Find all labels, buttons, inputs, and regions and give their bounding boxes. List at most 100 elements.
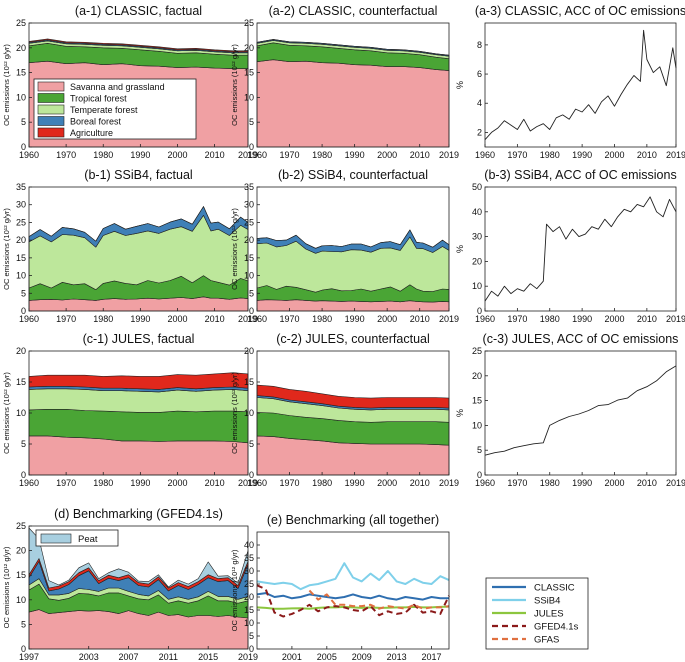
y-tick-label: 40: [472, 207, 482, 217]
x-tick-label: 2010: [205, 478, 225, 488]
x-tick-label: 2019: [238, 150, 258, 160]
y-tick-label: 25: [16, 217, 26, 227]
chart-title: (d) Benchmarking (GFED4.1s): [54, 507, 223, 521]
y-tick-label: 20: [16, 235, 26, 245]
y-tick-label: 15: [16, 377, 26, 387]
x-tick-label: 1980: [93, 478, 113, 488]
x-tick-label: 2007: [119, 652, 139, 662]
y-tick-label: 30: [244, 566, 254, 576]
y-tick-label: 8: [477, 40, 482, 50]
x-tick-label: 1960: [19, 478, 39, 488]
y-tick-label: 5: [21, 439, 26, 449]
x-tick-label: 2000: [377, 150, 397, 160]
chart-title: (a-2) CLASSIC, counterfactual: [269, 4, 438, 18]
y-tick-label: 15: [244, 605, 254, 615]
y-tick-label: 5: [249, 117, 254, 127]
line-ssib4: [256, 562, 450, 591]
x-tick-label: 1960: [19, 150, 39, 160]
chart-title: (b-3) SSiB4, ACC of OC emissions: [484, 168, 676, 182]
y-tick-label: 25: [16, 18, 26, 28]
y-tick-label: 25: [472, 346, 482, 356]
y-tick-label: 20: [244, 235, 254, 245]
y-tick-label: 10: [472, 281, 482, 291]
x-tick-label: 1960: [247, 150, 267, 160]
legend-swatch: [37, 104, 65, 115]
legend-label: CLASSIC: [534, 583, 575, 594]
x-tick-label: 1960: [19, 314, 39, 324]
legend-label: GFAS: [534, 635, 559, 646]
y-tick-label: 0: [477, 470, 482, 480]
y-tick-label: 25: [16, 521, 26, 531]
x-tick-label: 1970: [280, 150, 300, 160]
x-tick-label: 1960: [475, 478, 495, 488]
legend-swatch: [37, 127, 65, 138]
x-tick-label: 1970: [56, 314, 76, 324]
line-gfed4-1s: [256, 584, 450, 618]
line-acc: [484, 365, 677, 456]
line-acc: [484, 196, 677, 302]
y-tick-label: 15: [244, 68, 254, 78]
y-tick-label: 5: [21, 619, 26, 629]
y-tick-label: 20: [244, 43, 254, 53]
y-axis-label: OC emissions (10¹² g/yr): [230, 372, 239, 454]
x-tick-label: 1980: [312, 478, 332, 488]
x-tick-label: 2019: [666, 150, 685, 160]
y-axis-label: OC emissions (10¹² g/yr): [2, 372, 11, 454]
x-tick-label: 1990: [345, 150, 365, 160]
plot-frame: [28, 22, 249, 148]
y-tick-label: 20: [244, 346, 254, 356]
y-tick-label: 20: [472, 371, 482, 381]
x-tick-label: 2019: [439, 150, 459, 160]
plot-frame: [484, 350, 677, 476]
legend-label: SSiB4: [534, 596, 560, 607]
x-tick-label: 2019: [439, 478, 459, 488]
y-tick-label: 0: [21, 644, 26, 654]
y-tick-label: 15: [16, 253, 26, 263]
legend-swatch: [37, 93, 65, 103]
y-tick-label: 10: [16, 408, 26, 418]
legend-label: Temperate forest: [70, 105, 138, 115]
x-tick-label: 2010: [205, 314, 225, 324]
x-tick-label: 2019: [238, 652, 258, 662]
y-tick-label: 0: [21, 470, 26, 480]
x-tick-label: 2017: [422, 652, 442, 662]
legend-swatch: [37, 116, 65, 126]
y-axis-label: OC emissions (10¹² g/yr): [230, 549, 239, 631]
x-tick-label: 1990: [572, 150, 592, 160]
plot-frame: [256, 22, 450, 148]
x-tick-label: 2015: [198, 652, 218, 662]
y-tick-label: 5: [477, 445, 482, 455]
x-tick-label: 1997: [19, 652, 39, 662]
x-tick-label: 1960: [475, 314, 495, 324]
x-tick-label: 1990: [345, 314, 365, 324]
y-tick-label: 5: [249, 631, 254, 641]
y-tick-label: 2: [477, 127, 482, 137]
y-tick-label: 10: [16, 595, 26, 605]
y-tick-label: 5: [249, 288, 254, 298]
y-tick-label: 15: [16, 68, 26, 78]
plot-frame: [256, 531, 450, 650]
y-tick-label: 35: [16, 182, 26, 192]
x-tick-label: 2010: [205, 150, 225, 160]
x-tick-label: 2005: [317, 652, 337, 662]
y-tick-label: 15: [244, 377, 254, 387]
legend-label: Savanna and grassland: [70, 82, 165, 92]
y-tick-label: 0: [21, 306, 26, 316]
y-tick-label: 20: [16, 43, 26, 53]
plot-frame: [28, 186, 249, 312]
y-tick-label: 30: [472, 232, 482, 242]
y-tick-label: 0: [249, 644, 254, 654]
y-tick-label: 40: [244, 540, 254, 550]
x-tick-label: 1980: [312, 150, 332, 160]
y-tick-label: 0: [249, 306, 254, 316]
chart-title: (e) Benchmarking (all together): [267, 513, 439, 527]
y-tick-label: 15: [244, 253, 254, 263]
y-tick-label: 10: [16, 92, 26, 102]
x-tick-label: 1980: [540, 478, 560, 488]
x-tick-label: 1970: [56, 150, 76, 160]
x-tick-label: 2001: [282, 652, 302, 662]
x-tick-label: 1990: [130, 478, 150, 488]
x-tick-label: 2000: [604, 478, 624, 488]
x-tick-label: 1960: [247, 478, 267, 488]
